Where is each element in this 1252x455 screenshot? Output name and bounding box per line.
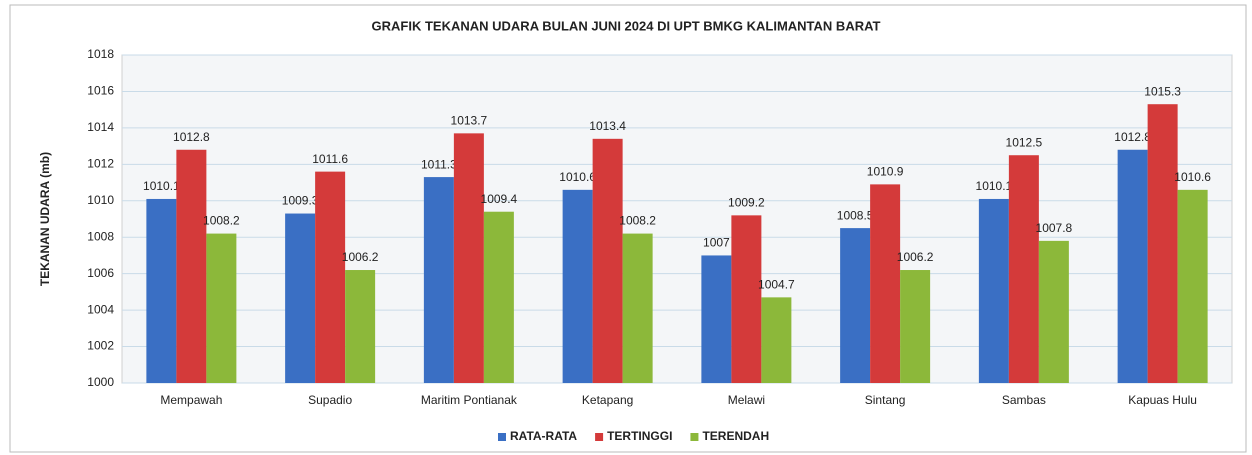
data-label: 1011.6 [312, 152, 348, 166]
bar [1038, 240, 1069, 383]
bar [592, 138, 623, 383]
data-label: 1011.3 [421, 157, 457, 171]
x-tick-label: Sintang [865, 393, 906, 407]
legend-swatch [498, 433, 506, 441]
data-label: 1008.2 [619, 214, 656, 228]
y-tick-label: 1018 [87, 47, 114, 61]
bar [840, 228, 871, 383]
y-tick-label: 1002 [87, 339, 114, 353]
data-label: 1009.4 [481, 192, 518, 206]
bar [622, 233, 653, 383]
data-label: 1006.2 [897, 250, 934, 264]
legend-label: TERENDAH [702, 429, 769, 443]
data-label: 1006.2 [342, 250, 379, 264]
bar [483, 211, 514, 383]
bar [1177, 189, 1208, 383]
x-tick-label: Maritim Pontianak [421, 393, 518, 407]
x-tick-label: Mempawah [160, 393, 222, 407]
bar [562, 189, 593, 383]
x-tick-label: Supadio [308, 393, 352, 407]
bar [285, 213, 316, 383]
bar [345, 270, 376, 383]
bar [870, 184, 901, 383]
x-tick-label: Sambas [1002, 393, 1046, 407]
data-label: 1009.3 [282, 194, 319, 208]
bar [1008, 155, 1039, 383]
data-label: 1013.4 [589, 119, 626, 133]
data-label: 1010.6 [559, 170, 596, 184]
x-tick-label: Melawi [728, 393, 765, 407]
data-label: 1010.9 [867, 165, 904, 179]
bar [1117, 149, 1148, 383]
data-label: 1008.2 [203, 214, 240, 228]
y-tick-label: 1010 [87, 193, 114, 207]
bar [206, 233, 237, 383]
data-label: 1010.6 [1174, 170, 1211, 184]
y-tick-label: 1000 [87, 375, 114, 389]
bar [423, 177, 454, 383]
y-tick-label: 1004 [87, 302, 114, 316]
x-tick-label: Ketapang [582, 393, 633, 407]
bar [731, 215, 762, 383]
data-label: 1008.5 [837, 208, 874, 222]
legend-label: TERTINGGI [607, 429, 672, 443]
legend-swatch [690, 433, 699, 441]
data-label: 1009.2 [728, 196, 765, 210]
bar [176, 149, 207, 383]
bar [315, 171, 346, 383]
bar [900, 270, 931, 383]
bar [978, 198, 1009, 383]
data-label: 1010.1 [976, 179, 1013, 193]
data-label: 1004.7 [758, 278, 795, 292]
y-tick-label: 1014 [87, 120, 114, 134]
y-tick-label: 1006 [87, 266, 114, 280]
chart-title: GRAFIK TEKANAN UDARA BULAN JUNI 2024 DI … [372, 18, 881, 33]
bar [701, 255, 732, 383]
data-label: 1007.8 [1036, 221, 1073, 235]
data-label: 1007 [703, 236, 730, 250]
legend-label: RATA-RATA [510, 429, 577, 443]
y-axis-title: TEKANAN UDARA (mb) [38, 152, 52, 286]
data-label: 1010.1 [143, 179, 180, 193]
bar [146, 198, 177, 383]
legend-swatch [595, 433, 604, 441]
y-tick-label: 1008 [87, 229, 114, 243]
data-label: 1012.5 [1006, 135, 1043, 149]
data-label: 1012.8 [1114, 130, 1151, 144]
data-label: 1013.7 [451, 114, 488, 128]
y-tick-label: 1012 [87, 157, 114, 171]
bar [761, 297, 792, 383]
data-label: 1012.8 [173, 130, 210, 144]
data-label: 1015.3 [1144, 84, 1181, 98]
x-tick-label: Kapuas Hulu [1128, 393, 1197, 407]
y-tick-label: 1016 [87, 84, 114, 98]
bar [453, 133, 484, 383]
bar [1147, 104, 1178, 383]
